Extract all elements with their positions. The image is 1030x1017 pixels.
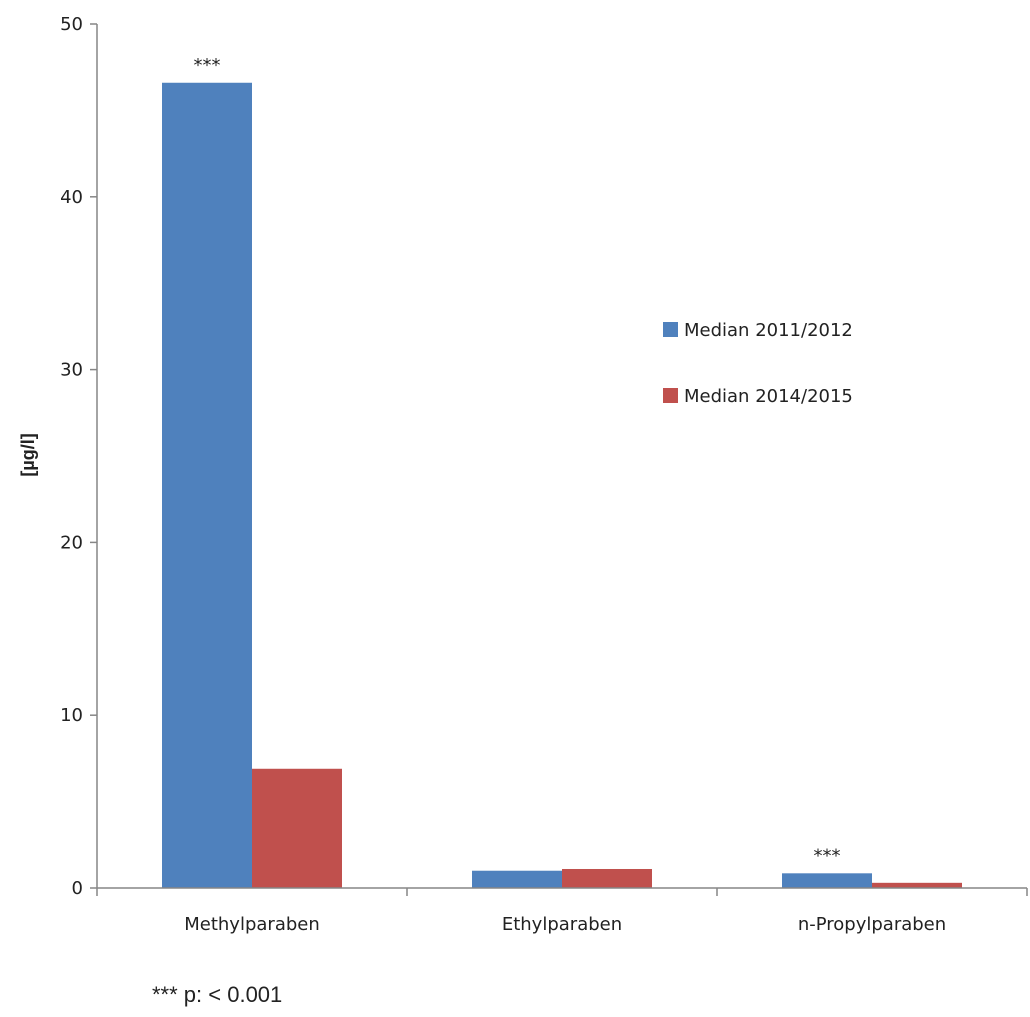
legend-label-1: Median 2011/2012 — [684, 320, 853, 341]
bar-n-propylparaben-series-2 — [872, 882, 962, 888]
y-tick-label-30: 30 — [60, 360, 83, 381]
bar-methylparaben-series-1 — [162, 82, 252, 888]
y-tick-label-0: 0 — [72, 878, 83, 899]
bar-methylparaben-series-2 — [252, 768, 342, 888]
bars-group: *** *** — [162, 55, 962, 888]
bar-ethylparaben-series-1 — [472, 870, 562, 888]
bar-ethylparaben-series-2 — [562, 868, 652, 888]
significance-marker-1: *** — [194, 55, 221, 76]
legend-swatch-2 — [663, 388, 678, 403]
legend: Median 2011/2012 Median 2014/2015 — [663, 320, 853, 407]
x-tick-label-ethylparaben: Ethylparaben — [502, 914, 622, 935]
y-tick-label-40: 40 — [60, 187, 83, 208]
x-tick-label-methylparaben: Methylparaben — [184, 914, 320, 935]
y-tick-label-20: 20 — [60, 532, 83, 553]
y-tick-label-10: 10 — [60, 705, 83, 726]
axes-group: 0 10 20 30 40 50 Methylparaben Ethylparaben n-Pr… — [60, 14, 1028, 935]
significance-marker-2: *** — [814, 845, 841, 866]
y-tick-label-50: 50 — [60, 14, 83, 35]
significance-footnote: *** p: < 0.001 — [152, 982, 282, 1007]
legend-swatch-1 — [663, 322, 678, 337]
x-tick-label-n-propylparaben: n-Propylparaben — [798, 914, 946, 935]
bar-n-propylparaben-series-1 — [782, 873, 872, 888]
legend-label-2: Median 2014/2015 — [684, 386, 853, 407]
y-axis-label: [µg/l] — [18, 433, 38, 476]
